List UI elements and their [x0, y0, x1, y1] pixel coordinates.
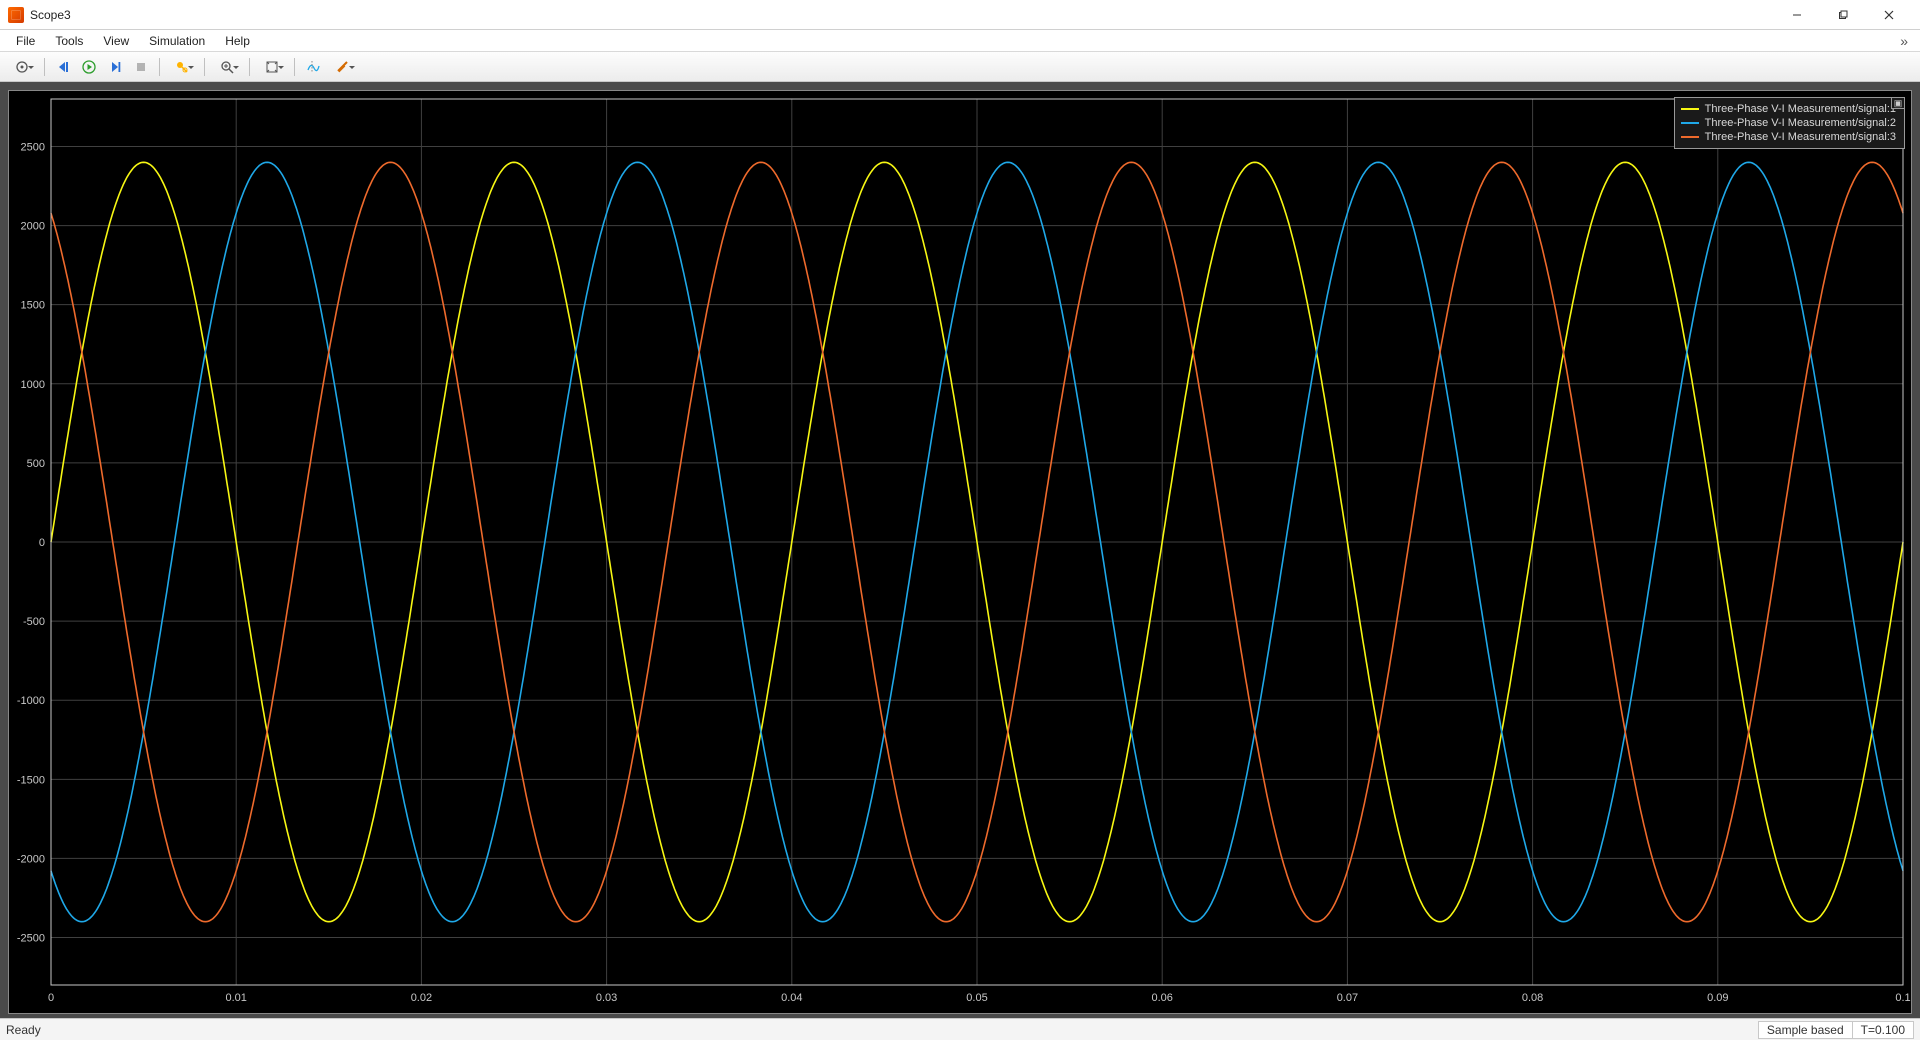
y-tick-label: -2000 — [17, 853, 45, 865]
y-tick-label: 1500 — [21, 300, 45, 312]
x-tick-label: 0.03 — [596, 992, 617, 1004]
y-tick-label: 2500 — [21, 141, 45, 153]
step-fwd-icon[interactable] — [103, 56, 127, 78]
x-tick-label: 0.06 — [1151, 992, 1172, 1004]
print-icon[interactable] — [6, 56, 38, 78]
toolbar-separator — [249, 58, 250, 76]
status-time: T=0.100 — [1852, 1021, 1914, 1039]
toolbar-separator — [294, 58, 295, 76]
menu-file[interactable]: File — [6, 32, 45, 50]
legend-item[interactable]: Three-Phase V-I Measurement/signal:1 — [1681, 102, 1896, 116]
status-ready: Ready — [6, 1023, 41, 1037]
toolbar-separator — [204, 58, 205, 76]
highlight-icon[interactable] — [166, 56, 198, 78]
legend-swatch-icon — [1681, 136, 1699, 138]
measure-icon[interactable] — [327, 56, 359, 78]
menu-tools[interactable]: Tools — [45, 32, 93, 50]
y-tick-label: 0 — [39, 537, 45, 549]
menu-view[interactable]: View — [93, 32, 139, 50]
menu-bar: File Tools View Simulation Help » — [0, 30, 1920, 52]
legend[interactable]: ▣ Three-Phase V-I Measurement/signal:1Th… — [1674, 97, 1905, 149]
stop-icon — [129, 56, 153, 78]
legend-collapse-icon[interactable]: ▣ — [1891, 97, 1905, 109]
y-tick-label: -500 — [23, 616, 45, 628]
y-tick-label: 500 — [27, 458, 45, 470]
toolbar-separator — [44, 58, 45, 76]
legend-label: Three-Phase V-I Measurement/signal:2 — [1705, 116, 1896, 130]
y-tick-label: -2500 — [17, 933, 45, 945]
window-title: Scope3 — [30, 8, 71, 22]
minimize-button[interactable] — [1774, 0, 1820, 30]
x-tick-label: 0 — [48, 992, 54, 1004]
y-tick-label: -1000 — [17, 695, 45, 707]
legend-item[interactable]: Three-Phase V-I Measurement/signal:2 — [1681, 116, 1896, 130]
toolbar-separator — [159, 58, 160, 76]
x-tick-label: 0.04 — [781, 992, 802, 1004]
maximize-button[interactable] — [1820, 0, 1866, 30]
step-back-icon[interactable] — [51, 56, 75, 78]
zoom-icon[interactable] — [211, 56, 243, 78]
menu-simulation[interactable]: Simulation — [139, 32, 215, 50]
x-tick-label: 0.07 — [1337, 992, 1358, 1004]
x-tick-label: 0.1 — [1895, 992, 1910, 1004]
y-tick-label: 2000 — [21, 221, 45, 233]
toolbar — [0, 52, 1920, 82]
scope-plot[interactable]: 0 0.01 0.02 0.03 0.04 0.05 0.06 0.07 0.08 0.09 0.1… — [9, 91, 1911, 1013]
x-tick-label: 0.08 — [1522, 992, 1543, 1004]
legend-swatch-icon — [1681, 108, 1699, 110]
cursor-icon[interactable] — [301, 56, 325, 78]
title-bar: Scope3 — [0, 0, 1920, 30]
plot-container: 0 0.01 0.02 0.03 0.04 0.05 0.06 0.07 0.08 0.09 0.1… — [0, 82, 1920, 1018]
x-tick-label: 0.02 — [411, 992, 432, 1004]
x-tick-label: 0.05 — [966, 992, 987, 1004]
legend-item[interactable]: Three-Phase V-I Measurement/signal:3 — [1681, 130, 1896, 144]
y-tick-label: 1000 — [21, 379, 45, 391]
y-tick-label: -1500 — [17, 774, 45, 786]
x-tick-label: 0.09 — [1707, 992, 1728, 1004]
legend-label: Three-Phase V-I Measurement/signal:3 — [1705, 130, 1896, 144]
menu-help[interactable]: Help — [215, 32, 260, 50]
app-icon — [8, 7, 24, 23]
autoscale-icon[interactable] — [256, 56, 288, 78]
plot-frame: 0 0.01 0.02 0.03 0.04 0.05 0.06 0.07 0.08 0.09 0.1… — [8, 90, 1912, 1014]
close-button[interactable] — [1866, 0, 1912, 30]
menu-overflow[interactable]: » — [1894, 33, 1914, 49]
run-icon[interactable] — [77, 56, 101, 78]
legend-swatch-icon — [1681, 122, 1699, 124]
legend-label: Three-Phase V-I Measurement/signal:1 — [1705, 102, 1896, 116]
status-mode: Sample based — [1758, 1021, 1853, 1039]
status-bar: Ready Sample based T=0.100 — [0, 1018, 1920, 1040]
x-tick-label: 0.01 — [225, 992, 246, 1004]
